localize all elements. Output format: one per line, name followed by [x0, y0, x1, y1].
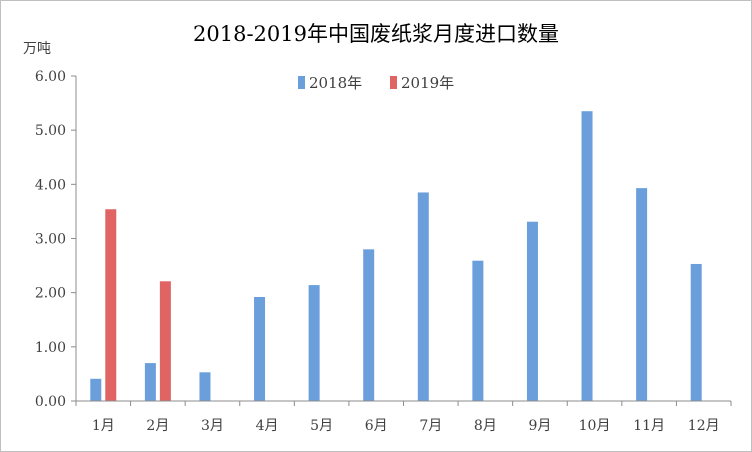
x-tick-label: 9月: [528, 418, 551, 434]
legend: 2018年 2019年: [298, 74, 454, 92]
x-tick-label: 11月: [633, 418, 665, 434]
y-tick-label: 1.00: [35, 340, 66, 356]
x-tick-label: 4月: [256, 418, 279, 434]
bar-series-2: [159, 281, 171, 401]
y-tick-label: 4.00: [35, 177, 66, 193]
axes: [71, 75, 732, 406]
x-tick-label: 3月: [201, 418, 224, 434]
x-tick-label: 1月: [92, 418, 115, 434]
bar-series-1: [472, 260, 484, 401]
chart-title: 2018-2019年中国废纸浆月度进口数量: [193, 22, 559, 46]
legend-swatch: [390, 76, 397, 89]
bar-series-1: [581, 111, 593, 401]
bar-series-1: [417, 192, 429, 401]
x-tick-label: 5月: [310, 418, 333, 434]
x-axis-ticks: 1月 2月 3月 4月 5月 6月 7月 8月 9月 10月 11月 12月: [92, 418, 720, 434]
y-tick-label: 3.00: [35, 232, 66, 248]
bar-series-1: [254, 297, 266, 401]
x-tick-label: 2月: [146, 418, 169, 434]
y-tick-label: 5.00: [35, 123, 66, 139]
legend-swatch: [298, 76, 305, 89]
x-tick-label: 6月: [365, 418, 388, 434]
bar-series-1: [363, 249, 375, 401]
bar-series-1: [90, 378, 102, 401]
bar-series-1: [308, 285, 320, 401]
bars: [90, 111, 702, 401]
x-tick-label: 7月: [419, 418, 442, 434]
legend-label: 2019年: [401, 74, 454, 92]
y-tick-label: 0.00: [35, 394, 66, 410]
bar-series-1: [690, 263, 702, 401]
legend-label: 2018年: [309, 74, 362, 92]
x-tick-label: 10月: [579, 418, 611, 434]
bar-series-1: [636, 188, 648, 401]
bar-series-1: [526, 221, 538, 401]
x-tick-label: 8月: [474, 418, 497, 434]
y-tick-label: 2.00: [35, 286, 66, 302]
y-tick-label: 6.00: [35, 69, 66, 85]
y-axis-unit-label: 万吨: [23, 41, 51, 57]
bar-series-1: [144, 363, 156, 401]
y-axis-ticks: 0.00 1.00 2.00 3.00 4.00 5.00 6.00: [35, 69, 66, 410]
bar-series-2: [105, 209, 117, 401]
bar-series-1: [199, 372, 211, 401]
x-tick-label: 12月: [688, 418, 720, 434]
